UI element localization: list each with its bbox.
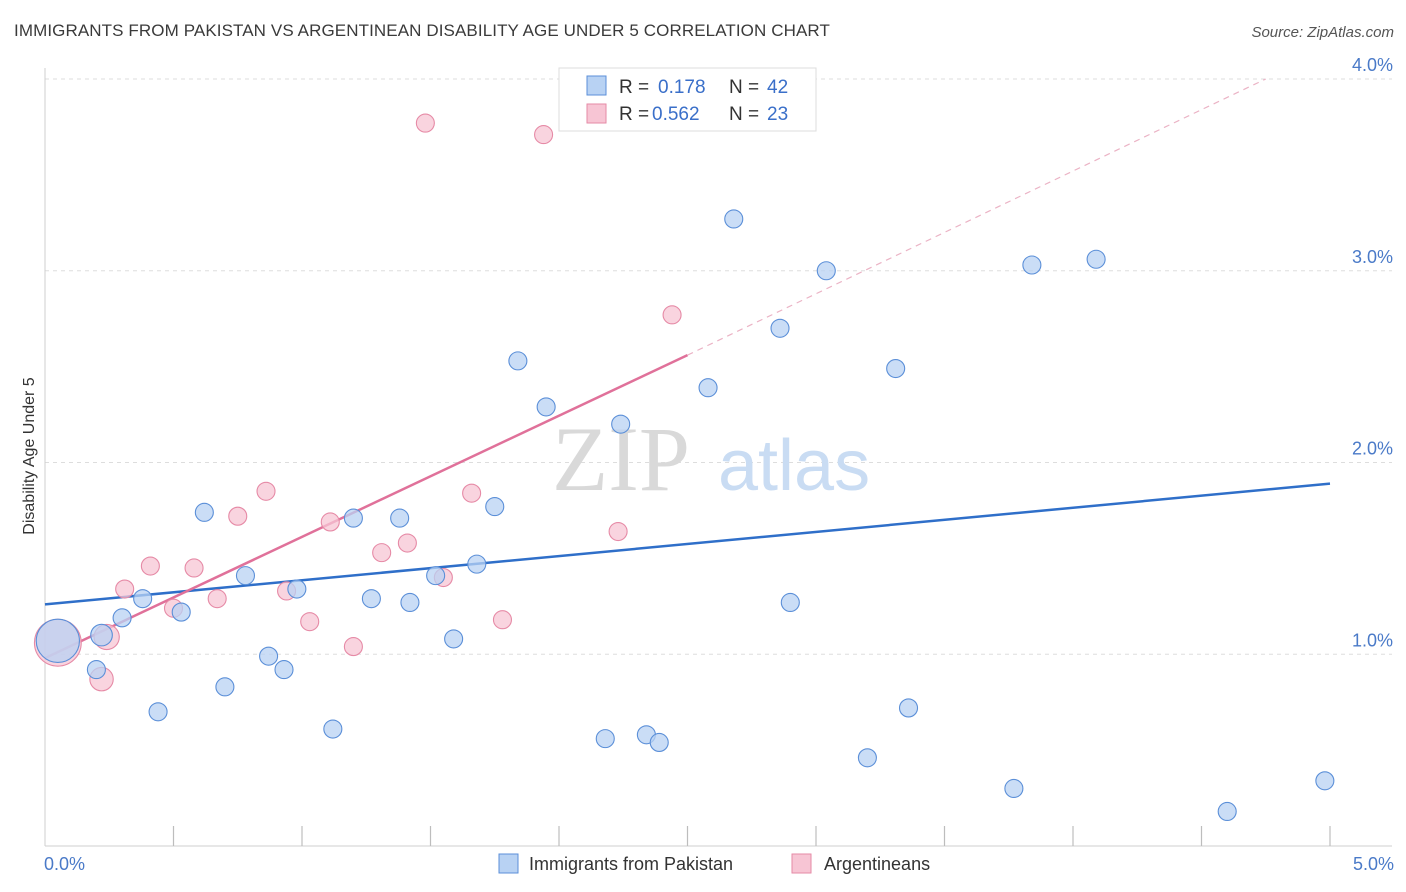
data-point-blue: [485, 497, 505, 517]
data-point-blue: [194, 502, 214, 522]
data-point-pink: [184, 558, 204, 578]
data-point-blue: [595, 729, 615, 749]
data-point-blue: [1315, 771, 1335, 791]
data-point-blue: [235, 566, 256, 586]
legend-n-value-blue: 42: [767, 77, 788, 98]
legend-r-label-blue: R =: [619, 77, 649, 98]
legend-n-label-pink: N =: [729, 104, 759, 125]
data-point-blue: [133, 589, 153, 609]
source-label: Source: ZipAtlas.com: [1251, 24, 1394, 41]
stats-legend: R = 0.178 N = 42 R = 0.562 N = 23: [558, 67, 817, 132]
data-point-pink: [320, 512, 340, 532]
bottom-legend-swatch-blue: [498, 853, 519, 874]
legend-swatch-blue: [586, 75, 607, 96]
data-point-blue: [171, 602, 191, 622]
data-point-pink: [397, 533, 417, 553]
bottom-legend-label-blue: Immigrants from Pakistan: [529, 854, 733, 874]
data-point-blue: [86, 660, 106, 680]
data-point-blue: [770, 318, 790, 338]
data-point-blue: [698, 378, 718, 398]
y-tick-label: 2.0%: [1352, 439, 1393, 459]
watermark-atlas: atlas: [718, 426, 870, 506]
x-tick-label-max: 5.0%: [1353, 854, 1394, 874]
data-point-pink: [256, 481, 276, 501]
data-point-pink: [207, 589, 227, 609]
x-tick-label-min: 0.0%: [44, 854, 85, 874]
data-point-blue: [259, 646, 279, 666]
data-point-blue: [1004, 778, 1024, 799]
legend-r-label-pink: R =: [619, 104, 649, 125]
legend-n-label-blue: N =: [729, 77, 759, 98]
data-point-blue: [1217, 801, 1237, 822]
data-point-pink: [228, 506, 248, 526]
y-tick-label: 1.0%: [1352, 630, 1393, 650]
legend-swatch-pink: [586, 103, 607, 124]
data-point-blue: [90, 623, 113, 647]
data-point-blue: [816, 261, 836, 281]
data-point-blue: [112, 608, 132, 628]
data-point-blue: [508, 351, 528, 371]
trend-line-pink: [44, 353, 689, 660]
data-point-blue: [444, 629, 464, 649]
watermark: ZIP atlas: [552, 408, 870, 510]
y-tick-label: 4.0%: [1352, 55, 1393, 75]
data-point-blue: [780, 592, 800, 613]
data-point-pink: [343, 637, 363, 657]
data-point-pink: [462, 483, 482, 503]
data-point-blue: [361, 589, 381, 609]
data-point-pink: [662, 305, 682, 325]
data-point-pink: [140, 556, 160, 576]
data-point-pink: [115, 579, 135, 599]
data-point-blue: [390, 508, 410, 528]
data-point-blue: [536, 397, 556, 417]
trend-lines: [44, 78, 1331, 660]
legend-r-value-blue: 0.178: [658, 77, 706, 98]
data-point-blue: [287, 579, 307, 599]
data-point-blue: [857, 748, 877, 768]
data-point-pink: [608, 521, 628, 542]
data-point-pink: [372, 543, 392, 563]
chart-title: IMMIGRANTS FROM PAKISTAN VS ARGENTINEAN …: [14, 21, 830, 40]
legend-n-value-pink: 23: [767, 104, 788, 125]
data-point-blue: [467, 554, 487, 574]
data-point-blue: [274, 660, 294, 680]
data-point-blue: [426, 566, 446, 586]
data-point-blue: [323, 719, 343, 739]
data-point-blue: [343, 508, 363, 528]
trend-extension-pink: [687, 78, 1267, 356]
data-point-blue: [148, 702, 168, 722]
data-point-blue: [611, 414, 631, 434]
tick-labels: 1.0% 2.0% 3.0% 4.0% 0.0% 5.0%: [44, 55, 1394, 874]
axes: [44, 68, 1392, 847]
series-legend: Immigrants from Pakistan Argentineans: [498, 853, 930, 874]
data-point-blue: [886, 358, 906, 379]
data-point-blue: [898, 698, 919, 718]
data-point-blue: [400, 592, 420, 613]
data-point-blue: [35, 618, 81, 663]
data-point-pink: [300, 612, 320, 632]
data-point-blue: [215, 677, 235, 697]
data-point-pink: [492, 610, 513, 630]
data-point-blue: [724, 209, 744, 229]
trend-line-blue: [44, 482, 1331, 606]
data-point-blue: [1022, 255, 1042, 275]
y-axis-label: Disability Age Under 5: [21, 377, 38, 535]
bottom-legend-swatch-pink: [791, 853, 812, 874]
legend-r-value-pink: 0.562: [652, 104, 700, 125]
y-tick-label: 3.0%: [1352, 247, 1393, 267]
data-points: [33, 113, 1335, 822]
bottom-legend-label-pink: Argentineans: [824, 854, 930, 874]
data-point-blue: [649, 732, 669, 753]
data-point-pink: [534, 125, 554, 145]
data-point-pink: [415, 113, 435, 133]
data-point-blue: [1086, 249, 1106, 269]
